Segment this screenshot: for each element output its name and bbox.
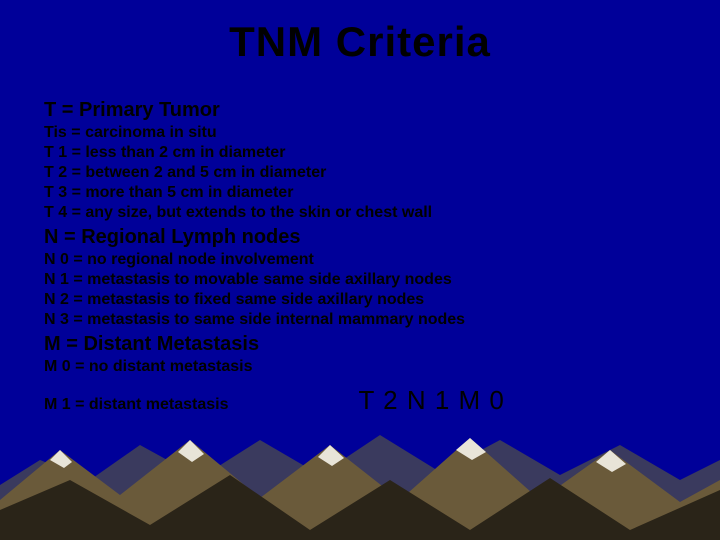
criteria-item: T 1 = less than 2 cm in diameter (44, 143, 684, 163)
criteria-item: M 0 = no distant metastasis (44, 357, 684, 377)
criteria-item: N 1 = metastasis to movable same side ax… (44, 270, 684, 290)
criteria-item: T 4 = any size, but extends to the skin … (44, 203, 684, 223)
criteria-item: N 3 = metastasis to same side internal m… (44, 310, 684, 330)
section-heading-t: T = Primary Tumor (44, 98, 684, 123)
slide-content: T = Primary Tumor Tis = carcinoma in sit… (44, 96, 684, 416)
criteria-item: T 3 = more than 5 cm in diameter (44, 183, 684, 203)
criteria-item: T 2 = between 2 and 5 cm in diameter (44, 163, 684, 183)
criteria-item: N 0 = no regional node involvement (44, 250, 684, 270)
example-label: M 1 = distant metastasis (44, 396, 229, 414)
example-value: T 2 N 1 M 0 (359, 385, 505, 416)
example-row: M 1 = distant metastasis T 2 N 1 M 0 (44, 385, 684, 416)
slide-title: TNM Criteria (0, 18, 720, 66)
criteria-item: N 2 = metastasis to fixed same side axil… (44, 290, 684, 310)
section-heading-n: N = Regional Lymph nodes (44, 225, 684, 250)
slide: TNM Criteria T = Primary Tumor Tis = car… (0, 0, 720, 540)
criteria-item: Tis = carcinoma in situ (44, 123, 684, 143)
section-heading-m: M = Distant Metastasis (44, 332, 684, 357)
